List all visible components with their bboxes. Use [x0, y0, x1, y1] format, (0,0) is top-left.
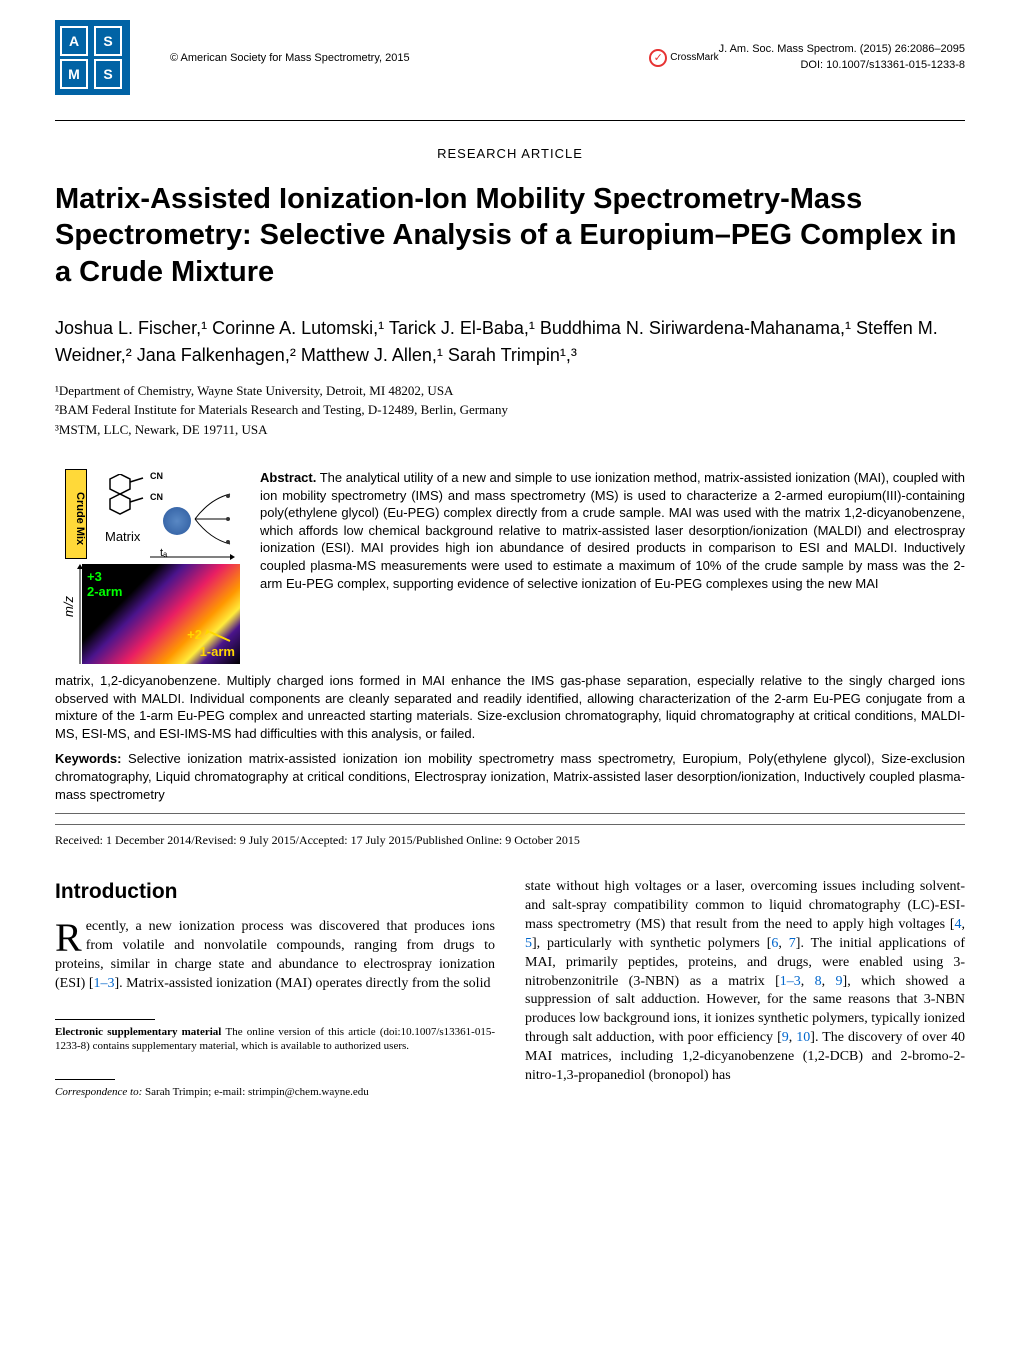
affiliations: ¹Department of Chemistry, Wayne State Un…: [55, 381, 965, 440]
arm-2-label: 2-arm: [87, 584, 122, 599]
logo-letter: S: [94, 26, 122, 56]
abstract-section: Crude Mix CN CN Matrix: [55, 469, 965, 664]
crossmark-icon: ✓: [649, 49, 667, 67]
article-type: RESEARCH ARTICLE: [55, 146, 965, 161]
corr-label: Correspondence to:: [55, 1086, 145, 1098]
sep: ,: [778, 936, 788, 951]
citation-link[interactable]: 9: [782, 1030, 789, 1045]
intro-para-2: state without high voltages or a laser, …: [525, 878, 965, 1086]
asms-logo: A S M S: [55, 20, 130, 95]
arm-1-label: 1-arm: [200, 644, 235, 659]
crossmark-badge[interactable]: ✓ CrossMark: [649, 49, 718, 67]
abstract-continuation: matrix, 1,2-dicyanobenzene. Multiply cha…: [55, 672, 965, 742]
corr-text: Sarah Trimpin; e-mail: strimpin@chem.way…: [145, 1086, 369, 1098]
abstract-text-inline: Abstract. The analytical utility of a ne…: [260, 469, 965, 664]
body-columns: Introduction Recently, a new ionization …: [55, 878, 965, 1107]
intro-heading: Introduction: [55, 878, 495, 906]
correspondence-footnote: Correspondence to: Sarah Trimpin; e-mail…: [55, 1085, 495, 1099]
crossmark-label: CrossMark: [670, 52, 718, 63]
trajectory-lines: [190, 489, 235, 549]
esm-label: Electronic supplementary material: [55, 1026, 225, 1038]
publication-dates: Received: 1 December 2014/Revised: 9 Jul…: [55, 824, 965, 848]
affiliation-3: ³MSTM, LLC, Newark, DE 19711, USA: [55, 420, 965, 440]
citation-link[interactable]: 7: [789, 936, 796, 951]
right-column: state without high voltages or a laser, …: [525, 878, 965, 1107]
article-title: Matrix-Assisted Ionization-Ion Mobility …: [55, 181, 965, 290]
page-header: A S M S © American Society for Mass Spec…: [55, 20, 965, 95]
charge-3-label: +3: [87, 569, 102, 584]
citation-link[interactable]: 9: [836, 974, 843, 989]
para-text: ]. Matrix-assisted ionization (MAI) oper…: [115, 976, 491, 991]
x-axis-arrow: [150, 551, 235, 563]
charge-2-label: +2: [187, 627, 202, 642]
cn-label: CN: [150, 471, 163, 481]
affiliation-2: ²BAM Federal Institute for Materials Res…: [55, 400, 965, 420]
citation-link[interactable]: 10: [796, 1030, 810, 1045]
citation-link[interactable]: 8: [815, 974, 822, 989]
journal-citation: J. Am. Soc. Mass Spectrom. (2015) 26:208…: [719, 42, 965, 73]
footnote-rule: [55, 1079, 115, 1080]
citation-link[interactable]: 1–3: [780, 974, 801, 989]
graphical-abstract: Crude Mix CN CN Matrix: [55, 469, 240, 664]
dropcap: R: [55, 918, 86, 954]
copyright-text: © American Society for Mass Spectrometry…: [130, 52, 649, 64]
mz-axis-label: m/z: [61, 596, 76, 617]
citation-link[interactable]: 4: [955, 917, 962, 932]
esm-footnote: Electronic supplementary material The on…: [55, 1025, 495, 1054]
keywords-label: Keywords:: [55, 751, 121, 766]
abstract-label: Abstract.: [260, 470, 316, 485]
cn-label: CN: [150, 492, 163, 502]
molecule-structure: CN CN: [95, 474, 155, 524]
keywords-block: Keywords: Selective ionization matrix-as…: [55, 750, 965, 803]
para-text: ], particularly with synthetic polymers …: [532, 936, 771, 951]
affiliation-1: ¹Department of Chemistry, Wayne State Un…: [55, 381, 965, 401]
crude-mix-label: Crude Mix: [65, 469, 87, 559]
particle-icon: [163, 507, 191, 535]
logo-letter: S: [94, 59, 122, 89]
left-column: Introduction Recently, a new ionization …: [55, 878, 495, 1107]
pointer-arrow: [205, 629, 235, 644]
logo-letter: A: [60, 26, 88, 56]
divider: [55, 813, 965, 814]
keywords-text: Selective ionization matrix-assisted ion…: [55, 751, 965, 801]
sep: ,: [822, 974, 836, 989]
sep: ,: [962, 917, 966, 932]
citation-link[interactable]: 1–3: [94, 976, 115, 991]
intro-para-1: Recently, a new ionization process was d…: [55, 918, 495, 994]
sep: ,: [801, 974, 815, 989]
doi-line: DOI: 10.1007/s13361-015-1233-8: [719, 58, 965, 73]
abstract-inline: The analytical utility of a new and simp…: [260, 470, 965, 590]
matrix-label: Matrix: [105, 529, 140, 544]
journal-line: J. Am. Soc. Mass Spectrom. (2015) 26:208…: [719, 42, 965, 57]
divider: [55, 120, 965, 121]
citation-link[interactable]: 5: [525, 936, 532, 951]
para-text: state without high voltages or a laser, …: [525, 879, 965, 932]
author-list: Joshua L. Fischer,¹ Corinne A. Lutomski,…: [55, 315, 965, 369]
footnote-rule: [55, 1019, 155, 1020]
logo-letter: M: [60, 59, 88, 89]
